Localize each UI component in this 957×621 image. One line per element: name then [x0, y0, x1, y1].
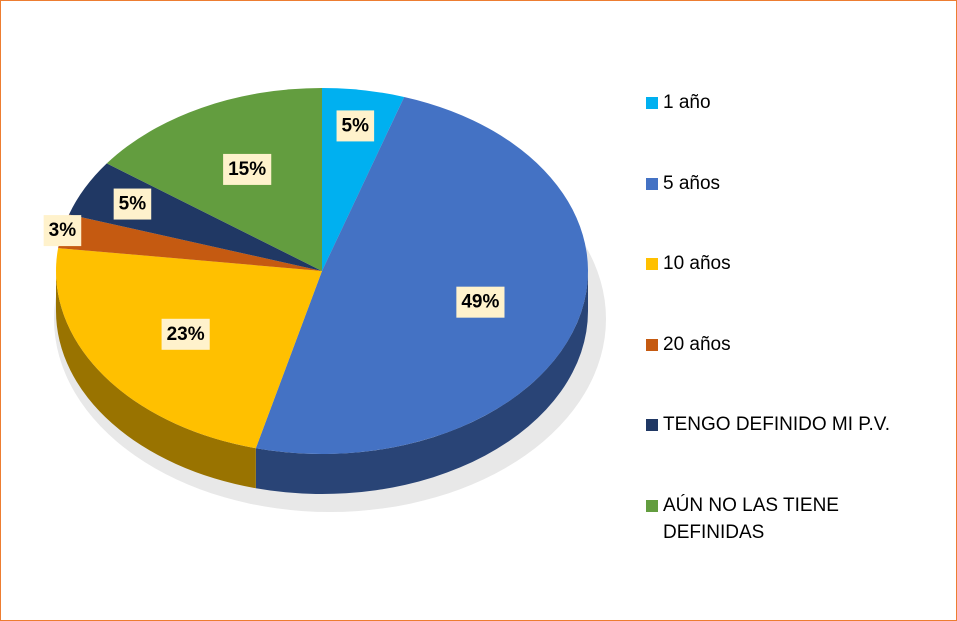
data-label-box [336, 110, 375, 142]
legend-item: 1 año [646, 89, 936, 116]
slice [255, 96, 589, 455]
legend-swatch [646, 338, 658, 351]
legend-item: 20 años [646, 331, 936, 358]
legend-swatch [646, 177, 658, 190]
legend-label: 5 años [663, 172, 721, 194]
legend-swatch [646, 419, 658, 431]
slice-side [56, 271, 256, 489]
legend-item: AÚN NO LAS TIENE DEFINIDAS [646, 492, 936, 546]
legend-label: TENGO DEFINIDO MI P.V. [663, 414, 890, 435]
slice [58, 214, 323, 271]
legend-item: TENGO DEFINIDO MI P.V. [646, 411, 936, 438]
legend-label: 1 año [663, 92, 711, 113]
data-label-box [113, 188, 152, 220]
legend-label: AÚN NO LAS TIENE DEFINIDAS [663, 494, 839, 543]
data-label: 23% [167, 324, 205, 345]
legend-swatch [646, 97, 658, 109]
slice [106, 88, 322, 271]
data-label-box [43, 215, 82, 247]
data-label-box [223, 153, 272, 185]
legend-swatch [646, 258, 658, 270]
data-label: 15% [228, 159, 266, 180]
legend-item: 5 años [646, 170, 936, 197]
data-label: 5% [119, 194, 147, 215]
legend-swatch [646, 499, 658, 512]
data-label: 5% [342, 115, 370, 136]
data-label-box [456, 286, 505, 318]
slice-side [255, 271, 588, 495]
legend-label: 20 años [663, 333, 731, 355]
data-label: 49% [461, 292, 499, 313]
legend-item: 10 años [646, 250, 936, 277]
legend-label: 10 años [663, 253, 731, 274]
data-label-box [161, 318, 210, 350]
data-label: 3% [49, 220, 77, 241]
